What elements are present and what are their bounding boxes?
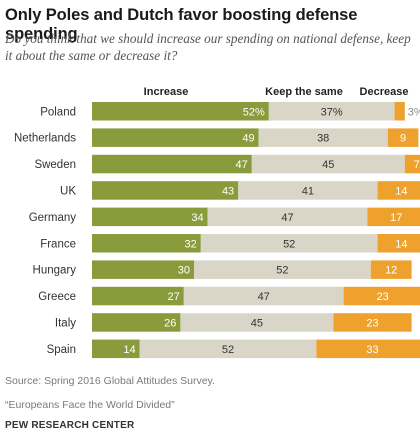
data-label: 32 [185, 238, 197, 250]
chart-title: Only Poles and Dutch favor boosting defe… [5, 6, 358, 43]
data-label: 52 [222, 344, 234, 356]
data-label: 43 [222, 185, 234, 197]
data-label: 14 [395, 185, 407, 197]
data-label: 27 [168, 291, 180, 303]
bar-keep-the-same [238, 181, 378, 200]
category-label: France [40, 238, 76, 250]
data-label: 23 [366, 317, 378, 329]
legend-increase: Increase [144, 86, 189, 98]
bar-decrease [367, 207, 420, 227]
bar-decrease [333, 313, 412, 332]
data-label: 26 [164, 317, 176, 329]
bar-keep-the-same [258, 128, 388, 147]
source-note: Source: Spring 2016 Global Attitudes Sur… [5, 375, 215, 387]
data-label: 7 [414, 159, 420, 171]
data-label: 49 [242, 133, 254, 145]
bar-decrease [377, 181, 420, 200]
bar-keep-the-same [183, 286, 344, 306]
data-label: 14 [395, 238, 407, 250]
bar-decrease [343, 286, 420, 306]
category-label: Netherlands [14, 133, 76, 145]
bar-keep-the-same [268, 102, 395, 121]
bar-increase [92, 207, 208, 227]
bar-keep-the-same [207, 207, 368, 227]
chart-subtitle: Do you think that we should increase our… [5, 31, 411, 63]
bar-keep-the-same [194, 260, 371, 279]
bar-increase [92, 313, 181, 332]
bar-increase [92, 234, 201, 253]
bar-keep-the-same [139, 339, 317, 359]
data-label: 30 [178, 265, 190, 277]
bar-keep-the-same [200, 234, 378, 253]
bar-decrease [370, 260, 412, 279]
data-label: 37% [321, 106, 343, 118]
bar-increase [92, 260, 194, 279]
data-label: 9 [400, 133, 406, 145]
data-label: 47 [236, 159, 248, 171]
data-label: 34 [191, 212, 203, 224]
data-label: 38 [317, 133, 329, 145]
data-label: 47 [281, 212, 293, 224]
data-label: 52% [243, 106, 265, 118]
data-label: 41 [302, 185, 314, 197]
category-label: Hungary [33, 265, 77, 277]
data-label: 3% [408, 106, 420, 118]
bar-decrease [377, 234, 420, 253]
category-label: Sweden [34, 159, 76, 171]
data-label: 52 [276, 265, 288, 277]
bar-increase [92, 339, 140, 359]
bar-decrease [387, 128, 419, 147]
category-label: Spain [47, 344, 76, 356]
data-label: 14 [123, 344, 135, 356]
pew-logo-text: PEW RESEARCH CENTER [5, 420, 135, 431]
bar-decrease [404, 154, 420, 174]
bar-decrease [316, 339, 420, 359]
data-label: 45 [251, 317, 263, 329]
legend-decrease: Decrease [360, 86, 409, 98]
bar-increase [92, 286, 184, 306]
data-label: 45 [322, 159, 334, 171]
category-label: Poland [40, 106, 76, 118]
category-label: Italy [55, 317, 76, 329]
data-label: 52 [283, 238, 295, 250]
bar-keep-the-same [180, 313, 334, 332]
bar-increase [92, 128, 259, 147]
data-label: 17 [390, 212, 402, 224]
category-label: Germany [29, 212, 77, 224]
bar-decrease [394, 102, 405, 121]
bar-increase [92, 102, 269, 121]
bar-increase [92, 154, 252, 174]
category-label: Greece [38, 291, 76, 303]
bar-increase [92, 181, 239, 200]
data-label: 12 [385, 265, 397, 277]
data-label: 23 [377, 291, 389, 303]
category-label: UK [60, 185, 76, 197]
report-title: “Europeans Face the World Divided” [5, 399, 175, 411]
data-label: 33 [366, 344, 378, 356]
bar-keep-the-same [251, 154, 405, 174]
stacked-bar-chart: Increase Keep the same Decrease Poland 52% 37… [14, 86, 420, 359]
legend-keep-the-same: Keep the same [265, 86, 343, 98]
data-label: 47 [258, 291, 270, 303]
